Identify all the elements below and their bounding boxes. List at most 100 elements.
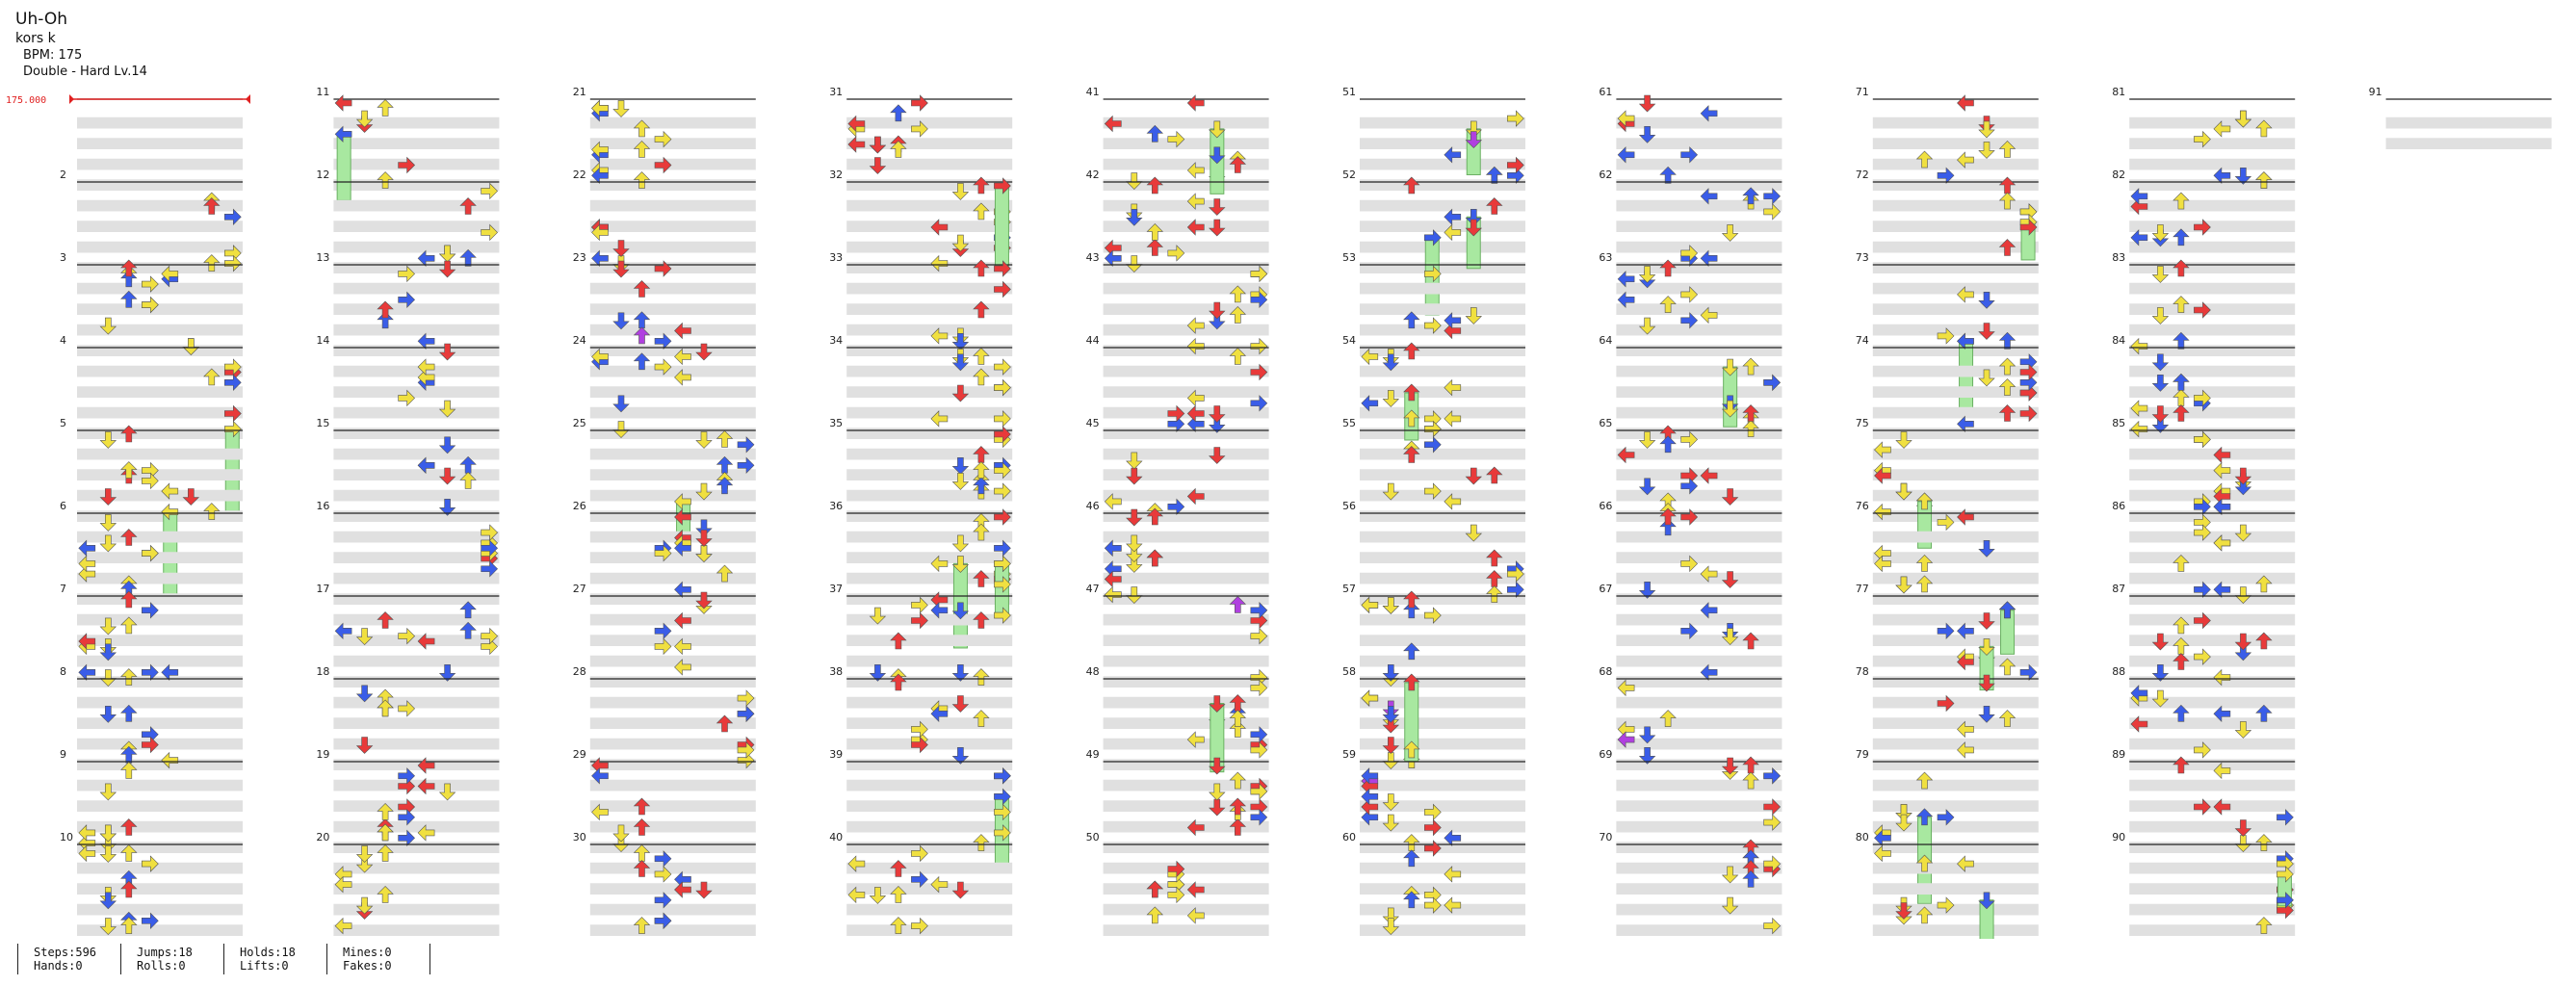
measure: 61 <box>1599 86 1782 191</box>
arrow-note <box>1998 331 2017 350</box>
arrow-note <box>334 94 352 112</box>
arrow-note <box>1167 886 1185 904</box>
arrow-note <box>1895 804 1912 821</box>
beat-band <box>1360 635 1525 646</box>
arrow-note <box>398 156 416 174</box>
arrow-note <box>203 197 221 215</box>
arrow-note <box>377 885 394 903</box>
beat-band <box>1872 883 2039 895</box>
song-title: Uh-Oh <box>15 10 67 29</box>
stat-fakes: Fakes:0 <box>343 959 392 973</box>
beat-band <box>589 406 756 419</box>
measure: 84 <box>2112 334 2296 439</box>
beat-band <box>77 635 243 646</box>
measure-number: 12 <box>316 169 329 181</box>
arrow-note <box>2194 219 2211 236</box>
beat-band <box>333 883 500 895</box>
arrow-note <box>99 617 117 636</box>
arrow-note <box>674 611 691 630</box>
measure-number: 84 <box>2112 334 2125 347</box>
beat-band <box>77 282 243 295</box>
beat-band <box>1360 406 1525 419</box>
beat-band <box>1360 179 1525 191</box>
arrow-note <box>1444 208 1462 226</box>
measure-number: 26 <box>573 500 586 512</box>
arrow-note <box>737 705 755 723</box>
arrow-note <box>1680 245 1699 262</box>
arrow-note <box>438 498 456 516</box>
arrow-note <box>1229 771 1247 790</box>
arrow-note <box>654 156 672 174</box>
beat-band <box>2129 924 2296 936</box>
song-bpm: BPM: 175 <box>23 48 83 63</box>
arrow-note <box>994 378 1011 397</box>
arrow-note <box>1444 410 1462 428</box>
beat-band <box>1103 717 1269 729</box>
beat-band <box>1616 241 1782 253</box>
arrow-note <box>674 508 691 526</box>
arrow-note <box>1361 788 1379 806</box>
arrow-note <box>1465 131 1483 149</box>
arrow-note <box>1915 771 1934 790</box>
arrow-note <box>1250 741 1268 759</box>
beat-band <box>1360 303 1525 315</box>
arrow-note <box>1403 590 1420 609</box>
arrow-note <box>1186 337 1205 355</box>
arrow-note <box>911 917 928 935</box>
arrow-note <box>2173 704 2190 722</box>
beat-band <box>846 842 1013 853</box>
arrow-note <box>1957 653 1974 671</box>
beat-band <box>589 386 756 398</box>
beat-band <box>77 489 243 502</box>
arrow-note <box>78 633 96 650</box>
beat-band <box>1616 635 1782 646</box>
beat-band <box>1872 613 2039 626</box>
beat-band <box>1103 241 1269 253</box>
arrow-note <box>1403 409 1420 428</box>
beat-band <box>1616 282 1782 295</box>
measure-number: 74 <box>1856 334 1869 347</box>
measure: 18 <box>316 665 500 770</box>
arrow-note <box>654 358 672 376</box>
measure-number: 72 <box>1856 169 1869 181</box>
arrow-note <box>1250 783 1268 800</box>
beat-band <box>1103 117 1269 129</box>
measure-number: 88 <box>2112 665 2125 678</box>
beat-band <box>846 593 1013 605</box>
beat-band <box>77 262 243 273</box>
arrow-note <box>1680 146 1699 164</box>
measure-number: 2 <box>60 169 66 181</box>
arrow-note <box>2213 120 2231 138</box>
beat-band <box>333 635 500 646</box>
arrow-note <box>1146 124 1164 143</box>
arrow-note <box>2151 353 2170 372</box>
beat-band <box>1103 386 1269 398</box>
arrow-note <box>224 404 242 423</box>
beat-band <box>1872 386 2039 398</box>
measure: 46 <box>1086 500 1269 605</box>
beat-band <box>333 510 500 522</box>
measure-number: 46 <box>1086 500 1100 512</box>
arrow-note <box>2234 524 2252 542</box>
arrow-note <box>1617 731 1635 748</box>
beat-band <box>1103 138 1269 149</box>
arrow-note <box>2173 616 2190 635</box>
arrow-note <box>1915 150 1934 169</box>
arrow-note <box>911 870 928 889</box>
beat-band <box>846 717 1013 729</box>
song-info: Uh-Oh kors k BPM: 175 Double - Hard Lv.1… <box>15 10 147 80</box>
arrow-note <box>2255 704 2273 722</box>
arrow-note <box>591 803 609 821</box>
beat-band <box>1872 510 2039 522</box>
beat-band <box>846 635 1013 646</box>
measure-number: 37 <box>829 583 843 595</box>
arrow-note <box>1659 166 1677 184</box>
arrow-note <box>1638 746 1656 765</box>
beat-band <box>1872 489 2039 502</box>
beat-band <box>1103 531 1269 543</box>
beat-band <box>1616 345 1782 356</box>
arrow-note <box>398 809 416 826</box>
beat-band <box>1872 552 2039 563</box>
beat-band <box>77 779 243 791</box>
beat-band <box>333 138 500 149</box>
